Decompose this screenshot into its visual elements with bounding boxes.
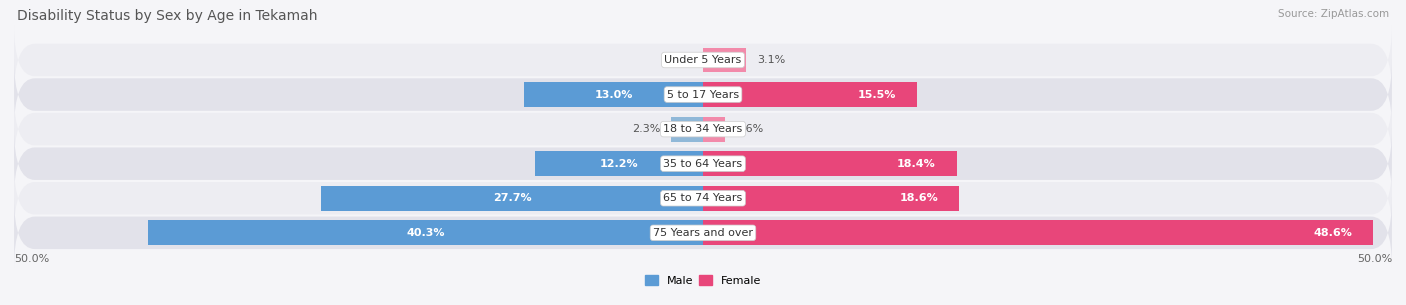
Bar (534, 151, 703, 176)
Bar (703, 82, 917, 107)
Text: Under 5 Years: Under 5 Years (665, 55, 741, 65)
Text: 48.6%: 48.6% (1313, 228, 1353, 238)
Text: Source: ZipAtlas.com: Source: ZipAtlas.com (1278, 9, 1389, 19)
Text: 18.6%: 18.6% (900, 193, 939, 203)
FancyBboxPatch shape (14, 163, 1392, 234)
FancyBboxPatch shape (14, 59, 1392, 130)
Text: 2.3%: 2.3% (631, 124, 661, 134)
Text: 0.0%: 0.0% (664, 55, 692, 65)
Text: 12.2%: 12.2% (599, 159, 638, 169)
FancyBboxPatch shape (14, 24, 1392, 95)
Text: 40.3%: 40.3% (406, 228, 444, 238)
Text: 75 Years and over: 75 Years and over (652, 228, 754, 238)
Text: 3.1%: 3.1% (756, 55, 785, 65)
Text: 18.4%: 18.4% (897, 159, 936, 169)
FancyBboxPatch shape (14, 94, 1392, 165)
Bar (703, 48, 745, 72)
Bar (524, 82, 703, 107)
Text: 5 to 17 Years: 5 to 17 Years (666, 90, 740, 99)
Text: 27.7%: 27.7% (494, 193, 531, 203)
Bar (703, 117, 725, 142)
Bar (703, 151, 956, 176)
Bar (703, 186, 959, 211)
FancyBboxPatch shape (14, 128, 1392, 199)
Text: 50.0%: 50.0% (1357, 253, 1392, 264)
Bar (703, 221, 1372, 245)
Bar (322, 186, 703, 211)
Text: 1.6%: 1.6% (737, 124, 765, 134)
Text: 15.5%: 15.5% (858, 90, 896, 99)
Text: 35 to 64 Years: 35 to 64 Years (664, 159, 742, 169)
FancyBboxPatch shape (14, 197, 1392, 268)
Text: 13.0%: 13.0% (595, 90, 633, 99)
Text: 65 to 74 Years: 65 to 74 Years (664, 193, 742, 203)
Bar (671, 117, 703, 142)
Text: 50.0%: 50.0% (14, 253, 49, 264)
Legend: Male, Female: Male, Female (640, 271, 766, 290)
Text: Disability Status by Sex by Age in Tekamah: Disability Status by Sex by Age in Tekam… (17, 9, 318, 23)
Bar (148, 221, 703, 245)
Text: 18 to 34 Years: 18 to 34 Years (664, 124, 742, 134)
